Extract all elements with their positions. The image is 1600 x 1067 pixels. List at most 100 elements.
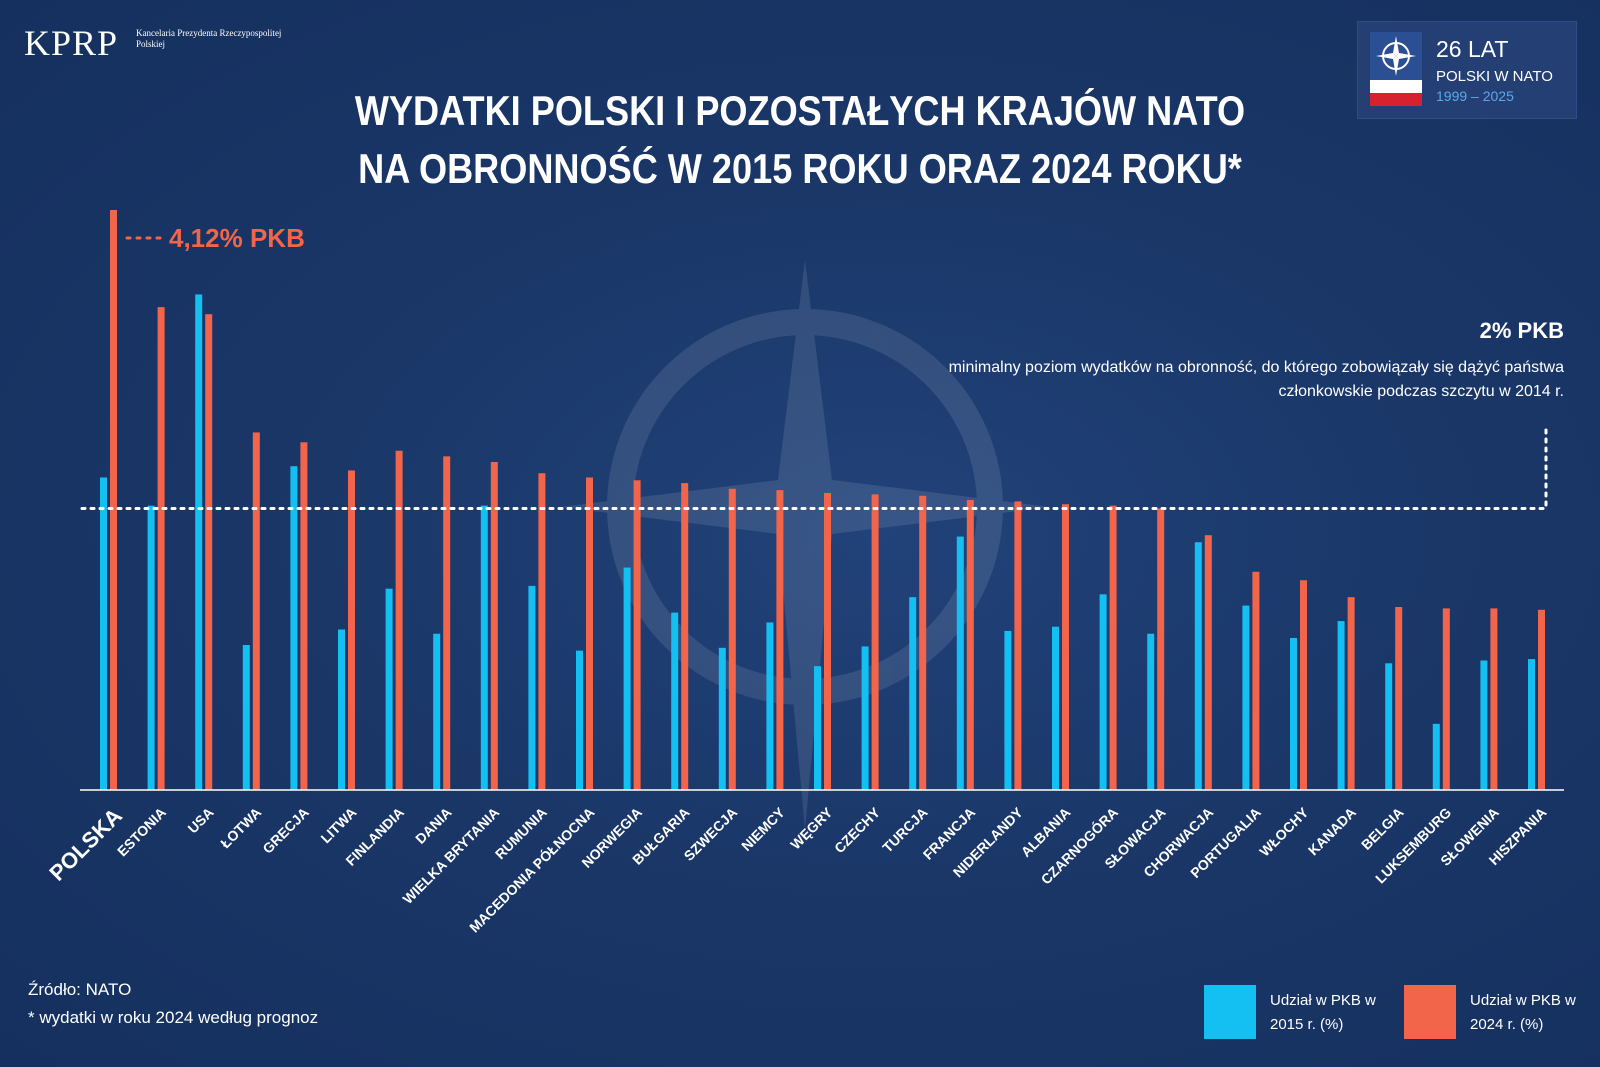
bar-2015 — [147, 505, 155, 790]
bar-2024 — [919, 495, 927, 790]
bar-2024 — [490, 461, 498, 790]
bar-2024 — [348, 470, 355, 790]
bar-2015 — [433, 633, 441, 790]
bar-2024 — [157, 307, 165, 790]
logo-subtitle: Kancelaria Prezydenta Rzeczypospolitej P… — [136, 28, 282, 49]
page-title: WYDATKI POLSKI I POZOSTAŁYCH KRAJÓW NATO… — [112, 82, 1488, 198]
badge-years: 26 LAT — [1436, 36, 1509, 62]
bar-2015 — [766, 622, 774, 790]
bar-2015 — [1099, 594, 1107, 790]
nato-emblem-icon — [1370, 32, 1422, 80]
bar-2015 — [909, 597, 917, 790]
threshold-description: minimalny poziom wydatków na obronność, … — [948, 359, 1564, 400]
bar-2024 — [586, 477, 593, 790]
bar-2024 — [1300, 580, 1307, 790]
bar-2015 — [480, 505, 488, 790]
x-tick-label: WIELKA BRYTANIA — [399, 804, 502, 907]
badge-caption: POLSKI W NATO — [1436, 68, 1553, 85]
bar-2024 — [1252, 571, 1260, 790]
x-tick-label: POLSKA — [44, 803, 127, 886]
bar-2024 — [1157, 508, 1165, 790]
bar-2015 — [1194, 542, 1202, 790]
bar-2024 — [443, 456, 451, 790]
x-tick-label: DANIA — [412, 804, 455, 847]
bar-2024 — [205, 314, 213, 790]
bar-2015 — [623, 567, 631, 790]
bar-2015 — [1147, 633, 1155, 790]
x-tick-label: WŁOCHY — [1256, 804, 1312, 860]
bar-2024 — [871, 494, 879, 790]
bar-2015 — [1290, 637, 1297, 790]
bar-2015 — [100, 477, 107, 790]
flag-white-stripe — [1370, 80, 1422, 93]
badge-date-range: 1999 – 2025 — [1436, 88, 1514, 104]
bar-2015 — [1337, 621, 1345, 790]
x-tick-label: ŁOTWA — [217, 804, 264, 851]
bar-2015 — [528, 585, 536, 790]
title-line-1: WYDATKI POLSKI I POZOSTAŁYCH KRAJÓW NATO — [354, 87, 1246, 134]
bar-2015 — [861, 646, 869, 790]
bar-2015 — [242, 645, 250, 790]
bar-2015 — [338, 629, 345, 790]
x-tick-label: ESTONIA — [114, 804, 169, 859]
bar-2015 — [1004, 630, 1012, 790]
bar-2024 — [633, 480, 641, 790]
x-tick-label: NIEMCY — [738, 804, 788, 854]
bar-2024 — [395, 450, 403, 790]
bar-2024 — [824, 492, 831, 790]
bar-2024 — [681, 483, 689, 790]
bar-2015 — [1480, 660, 1488, 790]
threshold-title: 2% PKB — [1479, 318, 1564, 343]
bar-2024 — [110, 210, 117, 790]
bar-2024 — [966, 500, 974, 790]
nato-anniversary-badge: 26 LAT POLSKI W NATO 1999 – 2025 — [1357, 21, 1577, 119]
bar-2015 — [1052, 626, 1059, 790]
logo-text: KPRP — [24, 23, 119, 63]
bar-2015 — [290, 466, 298, 790]
bar-2024 — [1109, 505, 1117, 790]
x-tick-label: WĘGRY — [787, 804, 836, 853]
bar-2024 — [776, 490, 784, 790]
x-tick-label: GRECJA — [259, 804, 312, 857]
legend-swatch-2015 — [1204, 985, 1256, 1039]
bar-2015 — [671, 612, 679, 790]
footnote: * wydatki w roku 2024 według prognoz — [28, 1008, 319, 1027]
legend-label-2015: Udział w PKB w 2015 r. (%) — [1270, 992, 1376, 1033]
bar-2015 — [1385, 663, 1393, 790]
bar-2015 — [1528, 659, 1535, 790]
max-value-annotation: 4,12% PKB — [125, 223, 305, 253]
x-tick-label: USA — [184, 804, 216, 836]
bar-2024 — [300, 442, 308, 790]
bar-2015 — [1432, 723, 1440, 790]
bar-2015 — [718, 647, 726, 790]
bar-2015 — [195, 294, 203, 790]
bar-2024 — [538, 473, 546, 790]
bar-2024 — [1014, 501, 1022, 790]
x-tick-label: LITWA — [317, 804, 359, 846]
source-note: Źródło: NATO — [28, 980, 132, 999]
nato-compass-watermark — [560, 260, 1050, 830]
annotation-label: 4,12% PKB — [169, 223, 305, 253]
bar-2024 — [1490, 608, 1498, 790]
bars-group — [100, 210, 1545, 790]
x-tick-label: KANADA — [1305, 804, 1359, 858]
bar-2015 — [956, 536, 964, 790]
x-tick-label: CZECHY — [831, 804, 883, 856]
bar-2024 — [1442, 608, 1450, 790]
bar-2024 — [1395, 606, 1403, 790]
bar-2024 — [252, 432, 260, 790]
bar-2015 — [385, 588, 393, 790]
bar-2024 — [1538, 609, 1545, 790]
title-line-2: NA OBRONNOŚĆ W 2015 ROKU ORAZ 2024 ROKU* — [358, 145, 1242, 192]
legend-label-2024: Udział w PKB w 2024 r. (%) — [1470, 992, 1576, 1033]
legend-swatch-2024 — [1404, 985, 1456, 1039]
bar-2015 — [1242, 605, 1250, 790]
bar-2024 — [1347, 597, 1355, 790]
bar-2024 — [1204, 535, 1212, 790]
bar-2024 — [1062, 504, 1069, 790]
x-tick-label: BELGIA — [1358, 804, 1407, 853]
bar-2015 — [576, 650, 583, 790]
bar-2024 — [728, 488, 736, 790]
